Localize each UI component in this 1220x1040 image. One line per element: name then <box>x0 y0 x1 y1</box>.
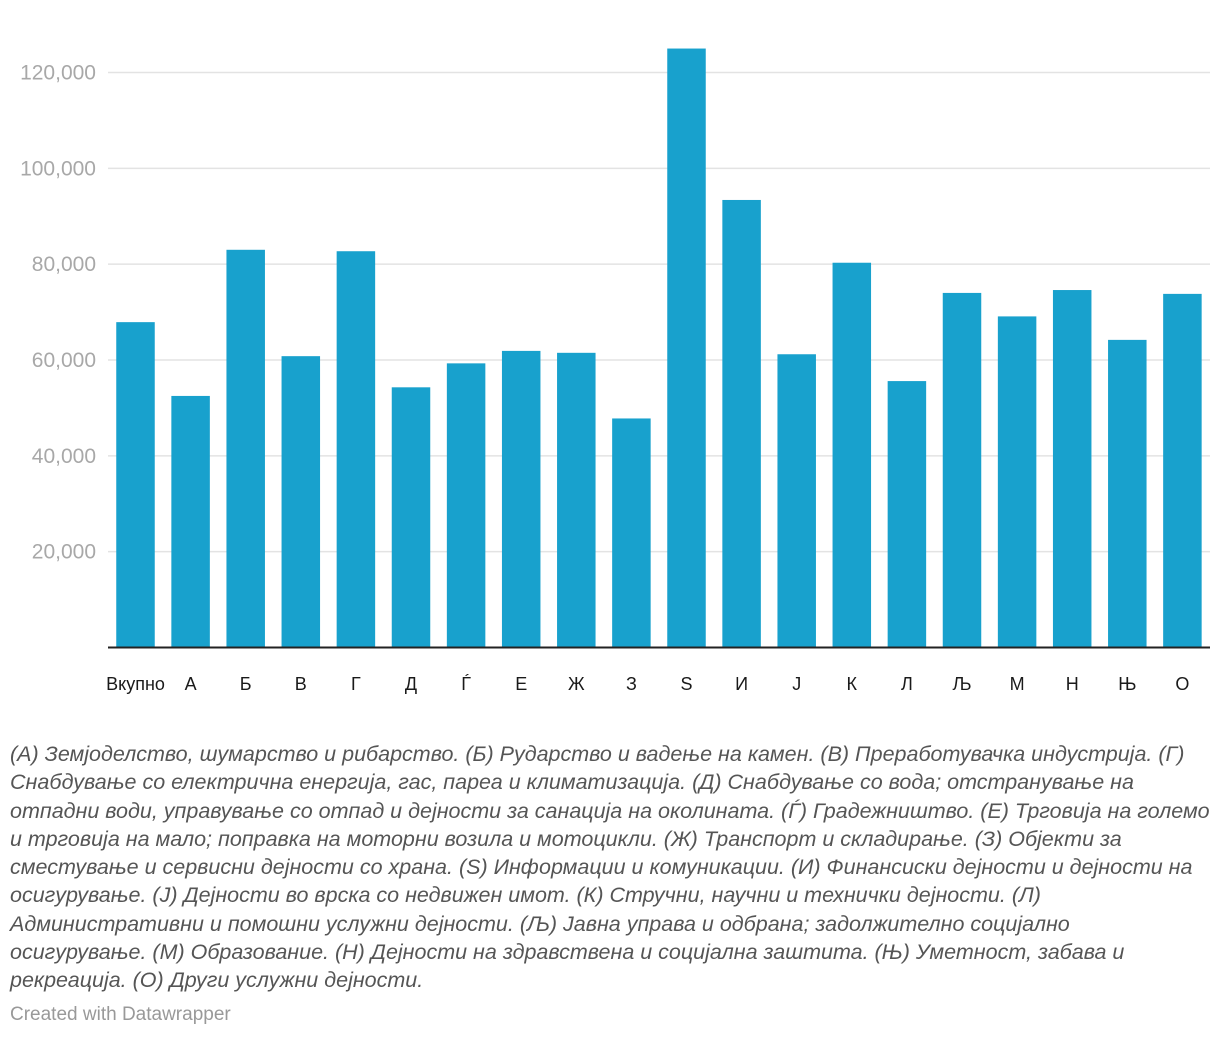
y-tick-label: 100,000 <box>20 157 96 180</box>
bar-chart: 20,000 40,000 60,000 80,000 100,000 120,000 В… <box>20 48 1210 694</box>
x-axis-ticks: Вкупно А Б В Г Д Ѓ Е Ж З Ѕ И Ј К Л Љ М Н Њ О <box>106 674 1189 694</box>
x-tick-label: И <box>735 674 748 694</box>
datawrapper-credit: Created with Datawrapper <box>10 1004 231 1025</box>
y-axis-ticks: 20,000 40,000 60,000 80,000 100,000 120,000 <box>20 62 96 564</box>
bar <box>446 363 486 648</box>
x-tick-label: Ѓ <box>461 674 471 694</box>
x-tick-label: А <box>185 674 197 694</box>
bar <box>171 395 210 648</box>
bar <box>997 316 1037 648</box>
y-tick-label: 20,000 <box>32 541 96 564</box>
x-tick-label: К <box>847 674 858 694</box>
bar <box>1108 339 1147 648</box>
bar-chart-svg: 20,000 40,000 60,000 80,000 100,000 120,000 В… <box>20 48 1210 694</box>
bar <box>777 354 816 648</box>
bars <box>116 48 1202 648</box>
x-tick-label: Д <box>405 674 417 694</box>
x-tick-label: В <box>295 674 307 694</box>
x-tick-label: О <box>1175 674 1189 694</box>
x-tick-label: Љ <box>952 674 971 694</box>
bar <box>336 251 376 648</box>
bar <box>832 262 872 648</box>
x-tick-label: Н <box>1066 674 1079 694</box>
bar <box>1163 293 1202 648</box>
x-tick-label: М <box>1010 674 1025 694</box>
category-notes: (А) Земјоделство, шумарство и рибарство.… <box>10 742 1210 993</box>
bar <box>1052 290 1092 648</box>
x-tick-label: З <box>626 674 637 694</box>
x-tick-label: Б <box>240 674 252 694</box>
bar <box>226 249 265 648</box>
x-tick-label: Њ <box>1118 674 1136 694</box>
x-tick-label: Л <box>901 674 913 694</box>
x-tick-label: Ж <box>568 674 585 694</box>
bar <box>612 418 651 648</box>
bar <box>116 322 155 648</box>
y-tick-label: 60,000 <box>32 349 96 372</box>
bar <box>501 350 541 648</box>
y-tick-label: 80,000 <box>32 253 96 276</box>
bar <box>722 199 761 648</box>
x-tick-label: Ј <box>792 674 801 694</box>
x-tick-label: Вкупно <box>106 674 165 694</box>
bar <box>887 381 927 648</box>
bar <box>942 292 982 648</box>
bar <box>281 356 321 648</box>
gridlines <box>108 71 1210 553</box>
x-tick-label: Е <box>515 674 527 694</box>
x-tick-label: Ѕ <box>680 674 692 694</box>
bar <box>667 48 706 648</box>
x-tick-label: Г <box>351 674 361 694</box>
bar <box>391 387 431 648</box>
bar <box>557 352 596 648</box>
y-tick-label: 40,000 <box>32 445 96 468</box>
y-tick-label: 120,000 <box>20 62 96 85</box>
